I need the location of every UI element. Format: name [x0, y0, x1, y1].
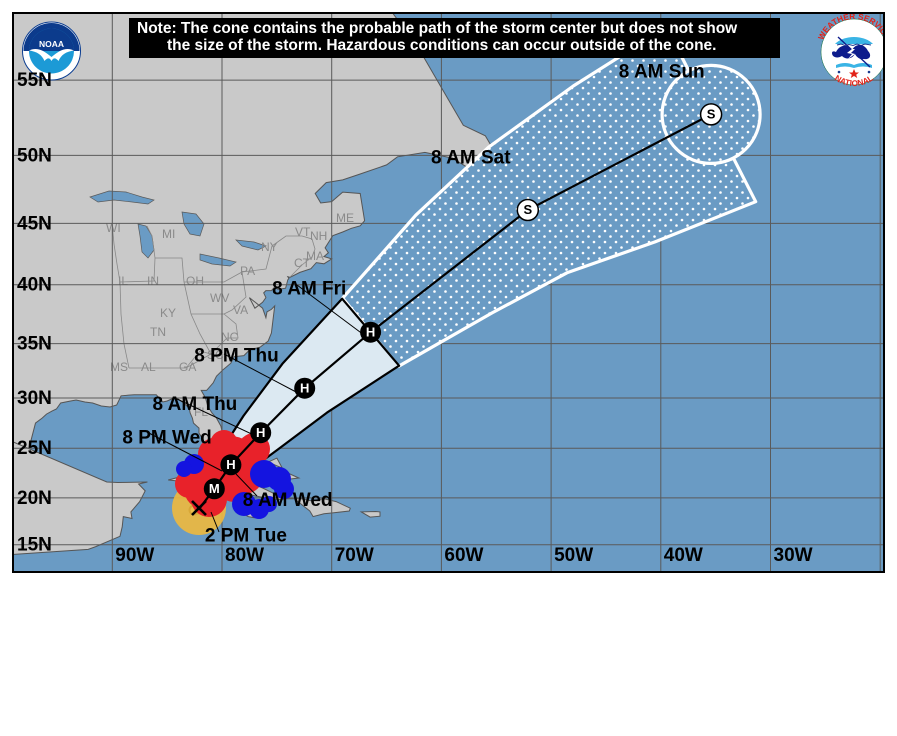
svg-text:80W: 80W: [225, 545, 264, 566]
svg-text:40N: 40N: [17, 275, 52, 296]
svg-text:OH: OH: [186, 274, 204, 288]
svg-text:PA: PA: [240, 264, 255, 278]
svg-text:Note: The cone contains the pr: Note: The cone contains the probable pat…: [137, 20, 738, 37]
svg-text:25N: 25N: [17, 438, 52, 459]
svg-text:VA: VA: [233, 303, 248, 317]
svg-text:VT: VT: [295, 225, 311, 239]
svg-text:8 AM Sun: 8 AM Sun: [619, 62, 705, 83]
svg-text:8 AM Thu: 8 AM Thu: [153, 394, 238, 415]
svg-text:60W: 60W: [444, 545, 483, 566]
svg-text:45N: 45N: [17, 213, 52, 234]
svg-text:AL: AL: [141, 360, 156, 374]
svg-text:KY: KY: [160, 306, 176, 320]
svg-text:35N: 35N: [17, 334, 52, 355]
svg-text:S: S: [707, 107, 716, 122]
svg-text:20W: 20W: [883, 545, 885, 566]
svg-text:50W: 50W: [554, 545, 593, 566]
svg-text:8 AM Wed: 8 AM Wed: [243, 490, 333, 511]
svg-text:H: H: [366, 324, 375, 339]
svg-text:15N: 15N: [17, 535, 52, 556]
svg-text:NH: NH: [310, 229, 327, 243]
svg-text:50N: 50N: [17, 145, 52, 166]
svg-text:MI: MI: [162, 227, 175, 241]
svg-text:40W: 40W: [664, 545, 703, 566]
svg-text:TN: TN: [150, 325, 166, 339]
svg-text:8 AM Fri: 8 AM Fri: [272, 279, 346, 300]
svg-text:S: S: [523, 202, 532, 217]
svg-text:8 PM Thu: 8 PM Thu: [194, 346, 278, 367]
svg-text:the size of the storm. Hazardo: the size of the storm. Hazardous conditi…: [167, 37, 716, 54]
svg-text:M: M: [209, 481, 220, 496]
svg-text:H: H: [256, 425, 265, 440]
svg-text:30N: 30N: [17, 388, 52, 409]
svg-text:NC: NC: [221, 330, 239, 344]
svg-text:WV: WV: [210, 291, 229, 305]
svg-text:H: H: [300, 380, 309, 395]
svg-text:8 AM Sat: 8 AM Sat: [431, 148, 511, 169]
svg-text:2 PM Tue: 2 PM Tue: [205, 526, 287, 547]
svg-text:IL: IL: [118, 274, 128, 288]
svg-text:30W: 30W: [774, 545, 813, 566]
svg-text:NOAA: NOAA: [39, 39, 64, 49]
svg-text:20N: 20N: [17, 488, 52, 509]
svg-text:NY: NY: [261, 240, 278, 254]
svg-text:70W: 70W: [335, 545, 374, 566]
svg-text:90W: 90W: [115, 545, 154, 566]
svg-text:8 PM Wed: 8 PM Wed: [122, 428, 211, 449]
svg-text:IN: IN: [147, 274, 159, 288]
svg-text:H: H: [226, 457, 235, 472]
svg-text:55N: 55N: [17, 70, 52, 91]
svg-text:CT: CT: [294, 256, 311, 270]
